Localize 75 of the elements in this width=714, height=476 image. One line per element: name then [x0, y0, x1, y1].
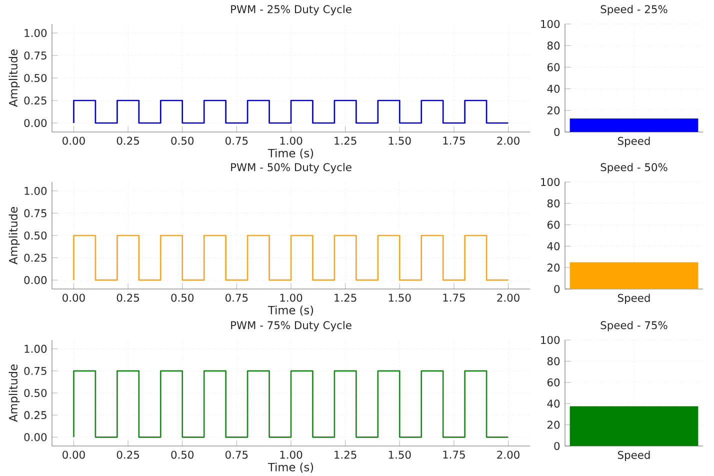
x-tick-label: 0.50 — [171, 450, 194, 459]
chart-title: PWM - 25% Duty Cycle — [231, 4, 352, 16]
y-tick-label: 0.25 — [24, 96, 46, 105]
y-tick-label: 1.00 — [24, 186, 47, 195]
y-tick-label: 100 — [541, 336, 560, 344]
x-axis-title: Time (s) — [268, 462, 314, 473]
y-tick-label: 0.75 — [24, 366, 46, 375]
x-tick-label: 0.25 — [116, 136, 139, 145]
chart-title: Speed - 50% — [600, 162, 668, 174]
y-tick-label: 0.50 — [24, 231, 47, 240]
y-tick-label: 100 — [541, 20, 560, 28]
y-axis-title: Amplitude — [8, 207, 20, 264]
y-tick-label: 80 — [547, 357, 560, 366]
x-tick-label: 1.25 — [334, 450, 356, 459]
y-tick-label: 80 — [547, 199, 560, 208]
x-tick-label: Speed — [618, 136, 650, 148]
x-tick-label: 0.50 — [171, 136, 194, 145]
y-tick-label: 0 — [554, 284, 560, 294]
x-tick-label: 0.00 — [62, 294, 85, 302]
x-tick-label: Speed — [618, 450, 650, 462]
x-axis-title: Time (s) — [268, 148, 314, 159]
y-tick-label: 0.75 — [24, 209, 46, 218]
x-tick-label: 2.00 — [497, 294, 520, 302]
y-tick-label: 0.25 — [24, 411, 46, 420]
chart-title: Speed - 25% — [600, 4, 668, 16]
y-tick-label: 40 — [547, 84, 560, 93]
y-tick-label: 40 — [547, 400, 560, 408]
y-tick-label: 20 — [547, 420, 560, 429]
y-tick-label: 1.00 — [24, 344, 47, 353]
y-tick-label: 0.50 — [24, 388, 47, 398]
x-tick-label: 1.00 — [280, 294, 302, 302]
y-tick-label: 0.00 — [24, 433, 47, 442]
y-tick-label: 0.00 — [24, 118, 47, 128]
x-tick-label: 1.25 — [334, 136, 356, 145]
y-tick-label: 60 — [547, 220, 560, 229]
x-tick-label: 1.00 — [280, 450, 302, 459]
x-tick-label: 1.75 — [443, 294, 465, 302]
y-tick-label: 0.50 — [24, 74, 47, 82]
y-axis-title: Amplitude — [8, 50, 20, 107]
x-tick-label: 1.75 — [443, 136, 465, 145]
x-tick-label: 0.00 — [62, 450, 85, 459]
y-tick-label: 100 — [541, 178, 560, 186]
chart-title: PWM - 75% Duty Cycle — [231, 320, 352, 332]
x-tick-label: 0.75 — [226, 450, 248, 459]
x-tick-label: 1.00 — [280, 136, 302, 145]
y-tick-label: 0.25 — [24, 254, 46, 262]
x-tick-label: 0.25 — [116, 450, 139, 459]
y-tick-label: 60 — [547, 63, 560, 72]
y-tick-label: 0 — [554, 128, 560, 136]
x-tick-label: 1.50 — [388, 450, 411, 459]
x-tick-label: 2.00 — [497, 450, 520, 459]
y-tick-label: 60 — [547, 378, 560, 386]
x-tick-label: 0.00 — [62, 136, 85, 145]
y-tick-label: 1.00 — [24, 28, 47, 38]
y-tick-label: 0.75 — [24, 51, 46, 60]
y-tick-label: 20 — [547, 106, 560, 114]
y-tick-label: 20 — [547, 264, 560, 272]
y-axis-title: Amplitude — [8, 364, 20, 422]
x-tick-label: 1.25 — [334, 294, 356, 302]
y-tick-label: 80 — [547, 42, 560, 50]
chart-title: PWM - 50% Duty Cycle — [231, 162, 352, 174]
y-tick-label: 40 — [547, 242, 560, 250]
x-tick-label: 0.75 — [226, 136, 248, 145]
x-tick-label: 0.75 — [226, 294, 248, 302]
y-tick-label: 0 — [554, 442, 560, 450]
x-axis-title: Time (s) — [268, 306, 314, 316]
x-tick-label: 0.50 — [171, 294, 194, 302]
x-tick-label: Speed — [618, 294, 650, 304]
chart-title: Speed - 75% — [600, 320, 668, 332]
x-tick-label: 1.50 — [388, 294, 411, 302]
x-tick-label: 1.50 — [388, 136, 411, 145]
y-tick-label: 0.00 — [24, 276, 47, 284]
x-tick-label: 1.75 — [443, 450, 465, 459]
x-tick-label: 2.00 — [497, 136, 520, 145]
x-tick-label: 0.25 — [116, 294, 139, 302]
